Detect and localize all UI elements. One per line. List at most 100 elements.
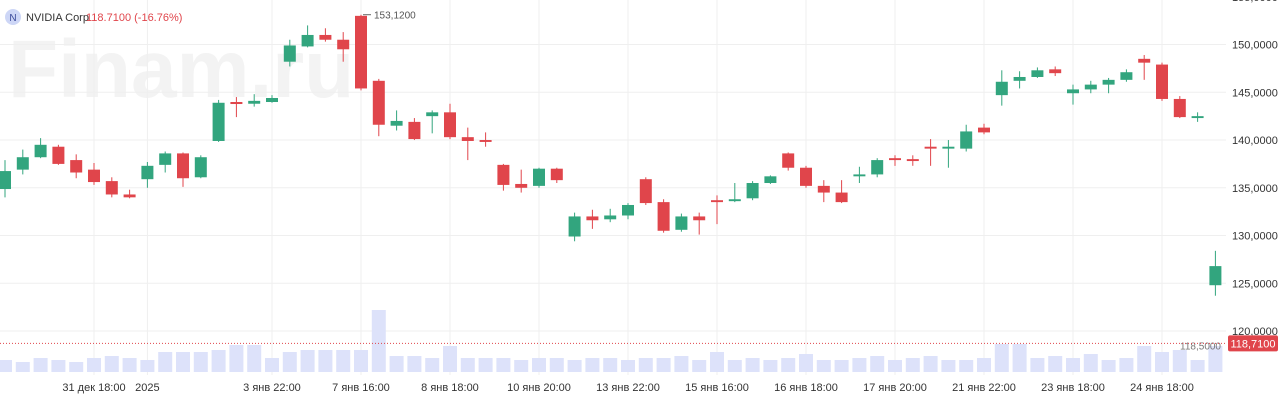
x-tick-label: 7 янв 16:00 <box>332 382 390 394</box>
x-tick-label: 21 янв 22:00 <box>952 382 1016 394</box>
candle-body <box>1067 89 1079 94</box>
volume-bar <box>1012 344 1027 372</box>
volume-bar <box>1190 360 1205 372</box>
volume-bar <box>692 360 707 372</box>
candle-body <box>1102 79 1115 85</box>
x-tick-label: 10 янв 20:00 <box>507 382 571 394</box>
volume-bar <box>585 358 600 372</box>
candle-body <box>906 159 919 162</box>
volume-bar <box>1155 352 1169 372</box>
x-tick-label: 8 янв 18:00 <box>421 382 479 394</box>
volume-bar <box>122 358 137 372</box>
price-header: 118.7100 (-16.76%) <box>86 12 182 24</box>
candle-body <box>283 45 296 62</box>
volume-bar <box>1208 346 1223 372</box>
volume-bar <box>33 358 48 372</box>
candle-body <box>390 120 403 126</box>
candle-body <box>550 168 563 181</box>
y-tick-label: 140,0000 <box>1232 135 1278 147</box>
volume-bar <box>923 356 938 372</box>
icon-letter: N <box>9 13 16 24</box>
candle-body <box>16 157 29 170</box>
volume-bar <box>621 360 635 372</box>
candle-body <box>960 131 973 149</box>
candle-body <box>1173 98 1186 118</box>
volume-bar <box>87 358 101 372</box>
candle-body <box>230 102 243 105</box>
candle-body <box>639 179 652 204</box>
volume-bar <box>51 360 66 372</box>
volume-bar <box>443 346 457 372</box>
candle-body <box>1209 266 1222 286</box>
volume-bar <box>959 360 974 372</box>
volume-bar <box>994 344 1009 372</box>
y-tick-label: 150,0000 <box>1232 40 1278 52</box>
candle-body <box>177 153 189 179</box>
volume-bar <box>69 362 84 372</box>
x-tick-label: 15 янв 16:00 <box>685 382 749 394</box>
volume-bar <box>745 358 760 372</box>
volume-bar <box>425 358 440 372</box>
candle-body <box>1191 116 1204 119</box>
candle-body <box>711 200 723 203</box>
candle-body <box>70 160 83 173</box>
candle-body <box>337 39 350 50</box>
candle-body <box>515 183 528 188</box>
volume-bar <box>158 352 173 372</box>
x-tick-label: 17 янв 20:00 <box>863 382 927 394</box>
volume-bar <box>852 358 867 372</box>
volume-bar <box>816 360 831 372</box>
candle-body <box>1049 69 1062 74</box>
volume-bar <box>193 352 208 372</box>
candle-body <box>889 158 901 161</box>
watermark: Finam.ru <box>8 24 354 115</box>
volume-bar <box>638 358 653 372</box>
candle-body <box>105 181 118 195</box>
y-tick-label: 155,0000 <box>1232 0 1278 4</box>
volume-bar <box>763 360 778 372</box>
volume-bar <box>1137 346 1152 372</box>
x-tick-label: 3 янв 22:00 <box>243 382 301 394</box>
volume-bar <box>656 358 671 372</box>
volume-bar <box>1048 356 1063 372</box>
low-label: 118,5000 <box>1180 341 1221 352</box>
candle-body <box>88 169 100 183</box>
candle-body <box>248 100 261 104</box>
volume-bar <box>140 360 155 372</box>
candle-body <box>675 216 688 230</box>
volume-bar <box>1172 350 1187 372</box>
volume-bar <box>1101 360 1116 372</box>
volume-bar <box>514 360 529 372</box>
candle-body <box>764 176 777 184</box>
volume-bar <box>781 358 796 372</box>
volume-bar <box>549 358 564 372</box>
volume-bar <box>532 358 546 372</box>
candle-body <box>942 146 955 149</box>
candle-body <box>817 185 830 193</box>
candle-body <box>141 165 154 180</box>
candle-body <box>355 15 367 89</box>
candle-body <box>995 81 1008 96</box>
volume-bar <box>407 356 422 372</box>
candle-body <box>853 174 866 177</box>
volume-bar <box>799 354 813 372</box>
y-tick-label: 130,0000 <box>1232 231 1278 243</box>
candle-body <box>408 121 421 140</box>
candle-body <box>372 80 385 125</box>
candle-body <box>301 34 314 47</box>
volume-bar <box>496 358 511 372</box>
chart-title: NVIDIA Corp <box>26 12 89 24</box>
candle-body <box>693 216 706 221</box>
volume-bar <box>674 356 689 372</box>
volume-bar <box>300 350 315 372</box>
volume-bar <box>460 358 475 372</box>
candle-body <box>497 164 510 185</box>
x-tick-label: 16 янв 18:00 <box>774 382 838 394</box>
icon <box>5 9 21 25</box>
volume-bar <box>1083 354 1098 372</box>
volume-bar <box>1066 358 1080 372</box>
candle-body <box>52 146 65 164</box>
volume-bar <box>870 356 885 372</box>
y-tick-label: 125,0000 <box>1232 278 1278 290</box>
